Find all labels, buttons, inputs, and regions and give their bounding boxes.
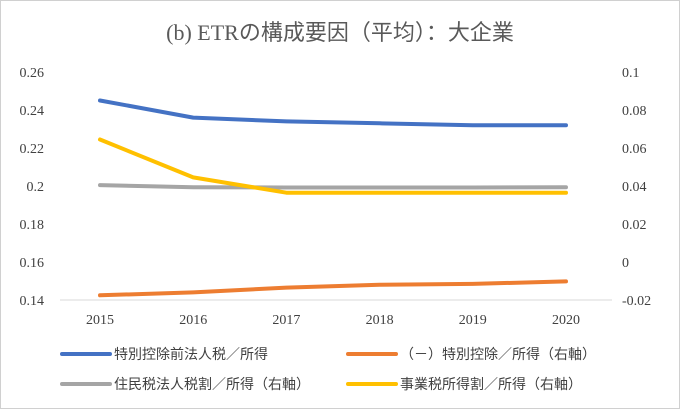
left-y-tick-label: 0.22 [20,142,45,157]
series-line-4 [98,137,568,195]
left-y-tick-label: 0.14 [20,294,45,309]
legend-label: （－）特別控除／所得（右軸） [400,346,596,363]
left-y-tick-label: 0.24 [20,104,45,119]
right-y-tick-label: 0.08 [622,104,647,119]
x-tick-label: 2016 [179,313,207,328]
left-y-tick-label: 0.26 [20,66,45,81]
right-y-tick-label: -0.02 [622,294,651,309]
series-lines [98,98,568,298]
legend-label: 事業税所得割／所得（右軸） [400,376,582,393]
legend: 特別控除前法人税／所得 （－）特別控除／所得（右軸） 住民税法人税割／所得（右軸） 事… [60,346,596,393]
right-y-tick-label: 0.04 [622,180,647,195]
right-y-axis: -0.02 0 0.02 0.04 0.06 0.08 0.1 [622,66,651,309]
x-tick-label: 2015 [86,313,114,328]
right-y-tick-label: 0.06 [622,142,647,157]
x-tick-label: 2018 [366,313,394,328]
x-tick-label: 2019 [459,313,487,328]
series-line-1 [98,98,568,128]
x-axis: 2015 2016 2017 2018 2019 2020 [86,313,580,328]
legend-label: 特別控除前法人税／所得 [114,346,268,363]
x-tick-label: 2017 [272,313,300,328]
x-tick-label: 2020 [552,313,580,328]
right-y-tick-label: 0.02 [622,218,647,233]
right-y-tick-label: 0.1 [622,66,640,81]
left-y-axis: 0.14 0.16 0.18 0.2 0.22 0.24 0.26 [20,66,45,309]
legend-label: 住民税法人税割／所得（右軸） [114,376,310,393]
series-line-3 [98,183,568,190]
series-line-2 [98,279,568,298]
chart-title: (b) ETRの構成要因（平均）：大企業 [166,20,514,45]
left-y-tick-label: 0.2 [27,180,45,195]
right-y-tick-label: 0 [622,256,629,271]
left-y-tick-label: 0.16 [20,256,45,271]
left-y-tick-label: 0.18 [20,218,45,233]
